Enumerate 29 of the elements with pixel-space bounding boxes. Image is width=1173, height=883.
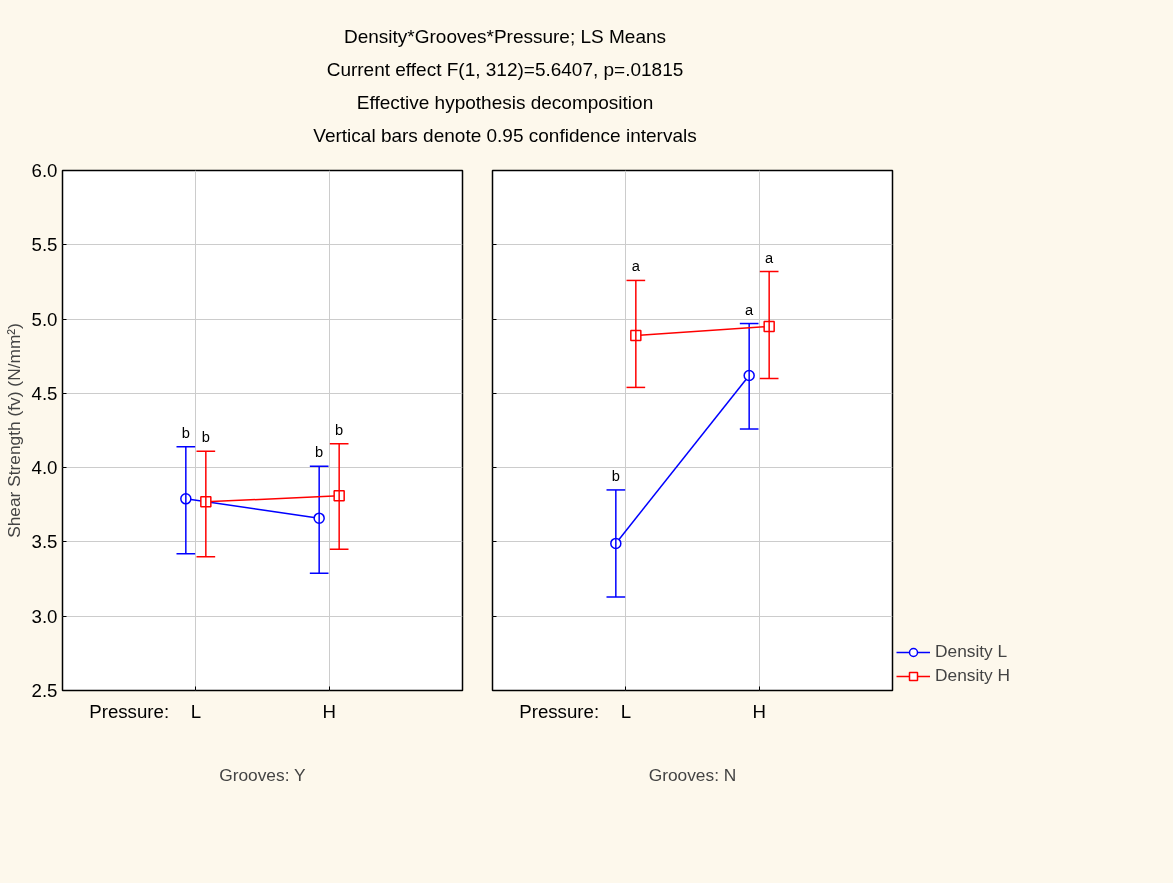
x-tick-label: H — [322, 700, 336, 722]
y-tick-label: 5.5 — [31, 234, 58, 256]
y-tick-label: 3.0 — [31, 605, 58, 627]
text: Pressure: — [89, 700, 170, 722]
x-tick-label: L — [620, 700, 632, 722]
y-tick-label: 6.0 — [31, 160, 58, 181]
text: Pressure: — [519, 700, 600, 722]
y-tick-label: 4.5 — [31, 382, 58, 404]
y-axis-title: Shear Strength (fv) (N/mm²) — [3, 323, 24, 538]
annotation: a — [631, 258, 641, 275]
annotation: b — [201, 429, 210, 446]
legend-label: Density H — [935, 665, 1011, 686]
x-tick-label: L — [190, 700, 202, 722]
annotation: b — [611, 467, 620, 484]
annotation: b — [181, 424, 190, 441]
y-tick-label: 5.0 — [31, 308, 58, 330]
x-axis-title: Grooves: Y — [219, 764, 306, 785]
x-tick-label: H — [752, 700, 766, 722]
annotation: a — [745, 301, 755, 318]
y-tick-label: 2.5 — [31, 680, 58, 701]
text: Density*Grooves*Pressure; LS Means — [342, 25, 668, 49]
text: Current effect F(1, 312)=5.6407, p=.01815 Effective hypothesis decomposition Vertical bars denote 0.95 confidence intervals — [313, 58, 697, 149]
legend-label: Density L — [935, 641, 1008, 662]
x-axis-title: Grooves: N — [648, 764, 737, 785]
y-tick-label: 4.0 — [31, 457, 58, 479]
annotation: a — [765, 249, 775, 266]
annotation: b — [335, 421, 344, 438]
annotation: b — [315, 444, 324, 461]
y-tick-label: 3.5 — [31, 531, 58, 553]
